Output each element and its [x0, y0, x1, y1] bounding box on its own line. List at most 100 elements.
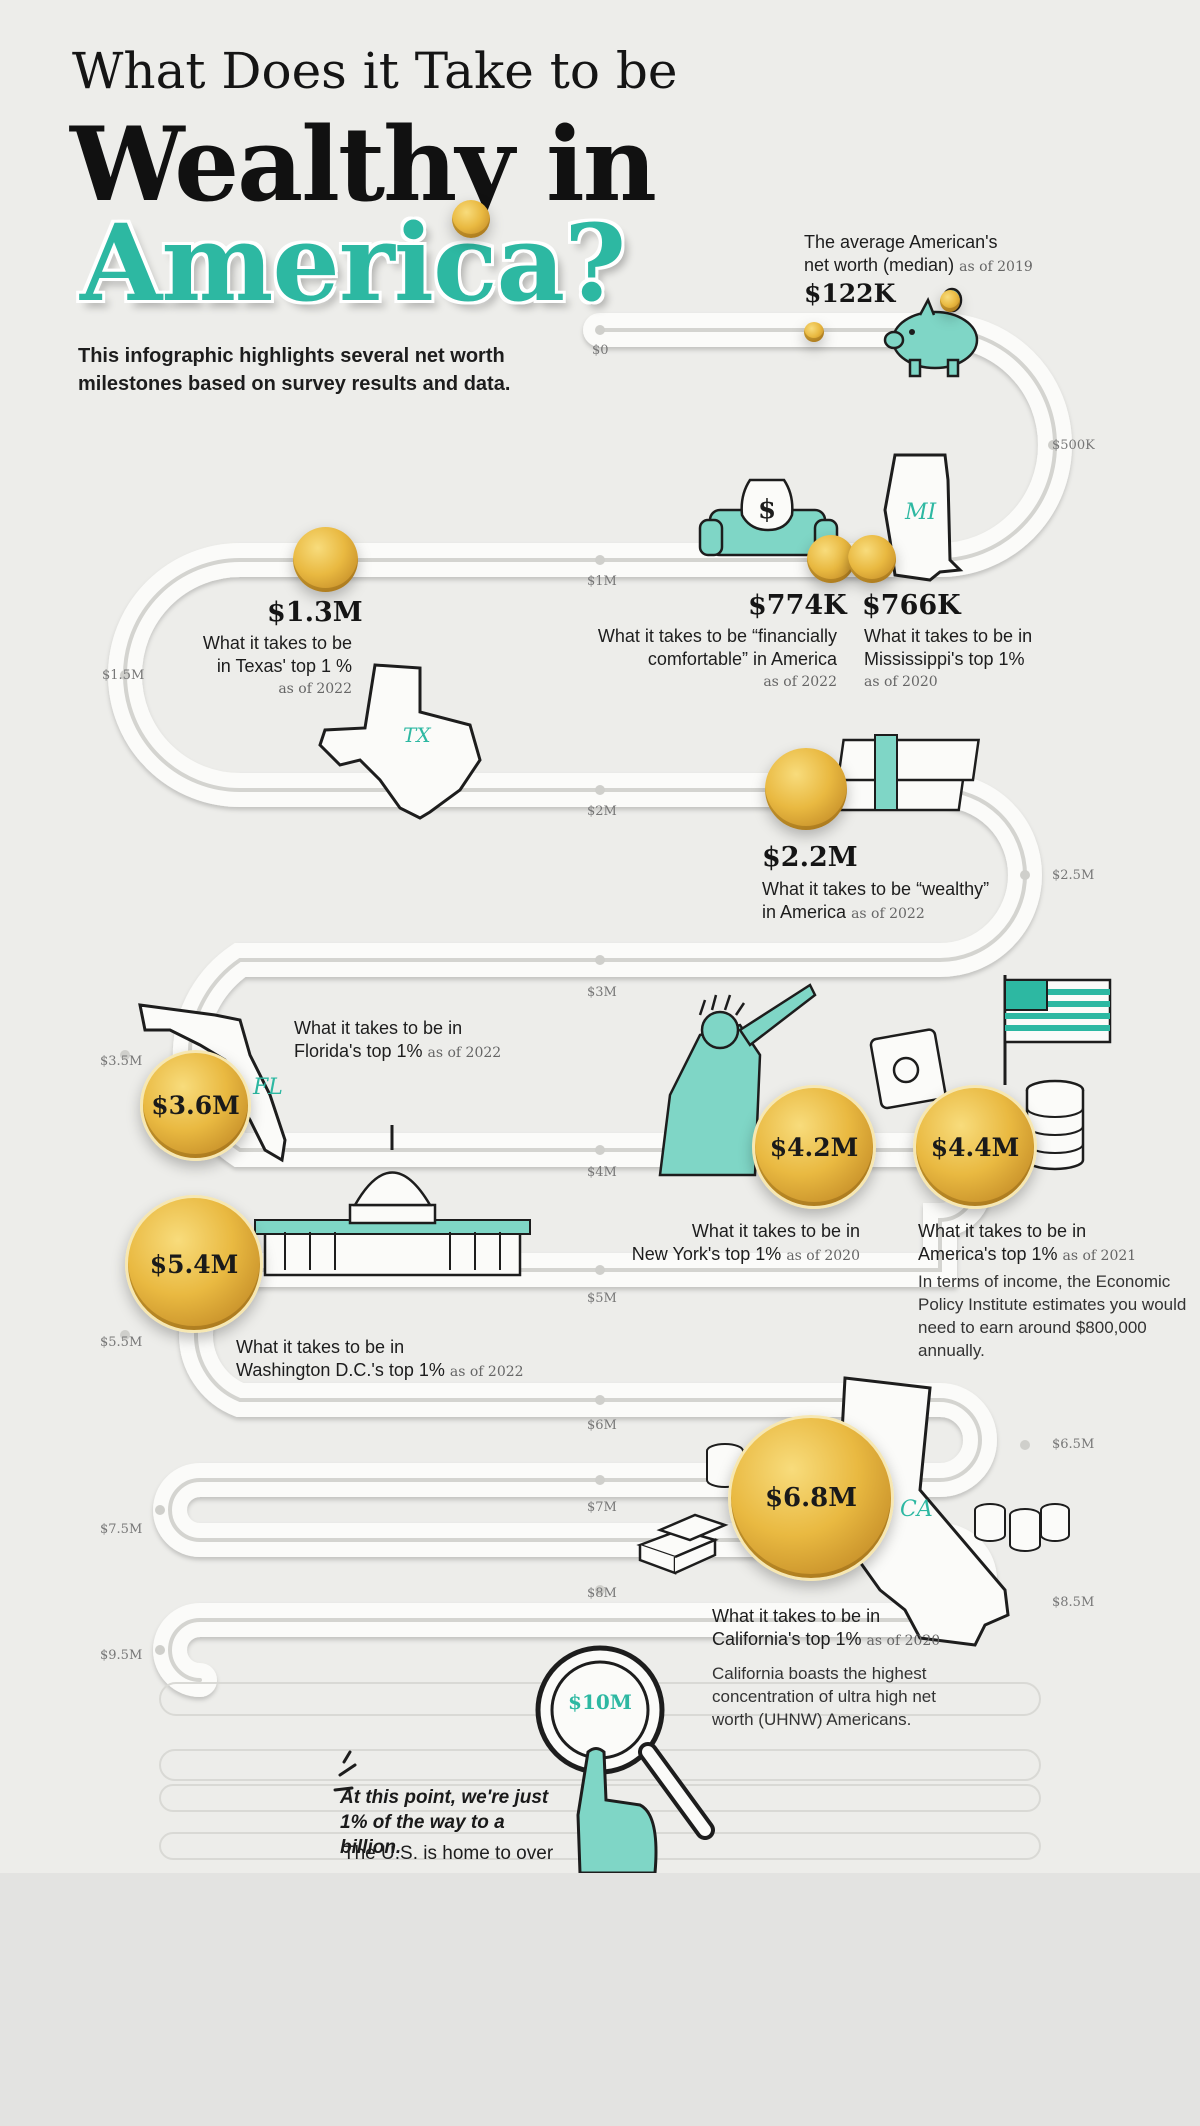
svg-text:$: $ — [758, 495, 776, 525]
milestone-766k-line1: What it takes to be in — [864, 626, 1033, 646]
footer-callout: At this point, we're just 1% of the way … — [340, 1787, 549, 1858]
title-line-3: America? — [80, 200, 626, 325]
cash-stack-icon — [822, 734, 981, 812]
milestone-766k-value: $766K — [862, 590, 961, 621]
coin-1-3m — [293, 527, 358, 592]
tick-label-2-5m: $2.5M — [1052, 868, 1095, 883]
milestone-4-4m-label: What it takes to be in America's top 1% … — [918, 1220, 1188, 1268]
tick-label-8-5m: $8.5M — [1052, 1595, 1095, 1610]
statue-of-liberty-icon — [658, 983, 817, 1177]
milestone-4-4m-note: In terms of income, the Economic Policy … — [918, 1272, 1187, 1360]
milestone-3-6m-asof: as of 2022 — [427, 1045, 502, 1061]
milestone-5-4m-label: What it takes to be in Washington D.C.'s… — [236, 1336, 576, 1384]
milestone-1-3m-value: $1.3M — [267, 597, 363, 628]
state-label-mi: MI — [905, 500, 937, 525]
piggy-bank-icon — [883, 287, 979, 378]
coin-2-2m — [765, 748, 847, 840]
footer-text: The U.S. is home to over — [343, 1843, 554, 1864]
milestone-774k-line1: What it takes to be “financially — [597, 626, 837, 646]
pointing-hand-icon — [576, 1747, 658, 1873]
milestone-4-2m-line2: New York's top 1% — [631, 1244, 782, 1264]
piggy-coin — [940, 290, 960, 312]
milestone-1-3m-asof: as of 2022 — [278, 681, 352, 697]
tick-label-7-5m: $7.5M — [100, 1522, 143, 1537]
milestone-6-8m-asof: as of 2020 — [866, 1633, 941, 1649]
milestone-4-4m-asof: as of 2021 — [1062, 1248, 1137, 1264]
milestone-2-2m-value: $2.2M — [762, 842, 858, 873]
tick-label-5m: $5M — [587, 1291, 617, 1306]
tick-label-1m: $1M — [587, 574, 617, 589]
milestone-2-2m-asof: as of 2022 — [851, 906, 925, 922]
coin-6-8m: $6.8M — [728, 1415, 894, 1588]
milestone-6-8m-note: California boasts the highest concentrat… — [712, 1664, 936, 1729]
milestone-4-2m-label: What it takes to be in New York's top 1%… — [560, 1220, 860, 1268]
milestone-774k-label: What it takes to be “financially comfort… — [555, 625, 837, 694]
capitol-building-icon — [254, 1125, 531, 1277]
milestone-766k-asof: as of 2020 — [864, 674, 938, 690]
milestone-766k-line2: Mississippi's top 1% — [864, 649, 1025, 669]
tick-label-7m: $7M — [587, 1500, 617, 1515]
milestone-2-2m-label: What it takes to be “wealthy” in America… — [762, 878, 1042, 926]
couch-money-bag-icon: $ — [698, 478, 839, 557]
title-line-1: What Does it Take to be — [72, 42, 678, 100]
milestone-122k-asof: as of 2019 — [959, 259, 1033, 275]
milestone-5-4m-line2: Washington D.C.'s top 1% — [236, 1360, 445, 1380]
milestone-774k-asof: as of 2022 — [763, 674, 837, 690]
tick-label-6m: $6M — [587, 1418, 617, 1433]
milestone-6-8m-label: What it takes to be in California's top … — [712, 1605, 1012, 1653]
milestone-4-2m-asof: as of 2020 — [786, 1248, 860, 1264]
milestone-1-3m-label: What it takes to be in Texas' top 1 % as… — [150, 632, 352, 701]
state-label-tx: TX — [403, 723, 431, 747]
milestone-4-2m-line1: What it takes to be in — [691, 1221, 860, 1241]
milestone-774k-line2: comfortable” in America — [647, 649, 837, 669]
milestone-1-3m-line1: What it takes to be — [202, 633, 352, 653]
milestone-3-6m-line1: What it takes to be in — [294, 1018, 463, 1038]
milestone-122k-value: $122K — [804, 279, 896, 308]
intro-text: This infographic highlights several net … — [78, 345, 511, 395]
coin-3-6m: $3.6M — [140, 1050, 251, 1168]
milestone-122k-label: The average American's net worth (median… — [804, 231, 1044, 279]
milestone-1-3m-line2: in Texas' top 1 % — [216, 656, 352, 676]
milestone-766k-label: What it takes to be in Mississippi's top… — [864, 625, 1084, 694]
milestone-5-4m-line1: What it takes to be in — [236, 1337, 405, 1357]
state-label-fl: FL — [253, 1075, 283, 1100]
milestone-122k-line1: The average American's — [804, 232, 998, 252]
tick-label-8m: $8M — [587, 1586, 617, 1601]
tick-label-500k: $500K — [1052, 438, 1095, 453]
us-flag-icon — [1003, 975, 1112, 1085]
milestone-6-8m-line1: What it takes to be in — [712, 1606, 881, 1626]
magnifying-glass-icon — [535, 1645, 715, 1840]
milestone-774k-value: $774K — [748, 590, 847, 621]
state-label-ca: CA — [900, 1497, 933, 1522]
coin-stack-icon — [1025, 1079, 1085, 1171]
gold-bars-icon — [636, 1513, 729, 1575]
title-coin — [452, 200, 490, 238]
tick-label-3m: $3M — [587, 985, 617, 1000]
coin-4-2m: $4.2M — [752, 1085, 876, 1216]
mississippi-state-shape — [883, 453, 964, 582]
milestone-4-4m-line2: America's top 1% — [918, 1244, 1058, 1264]
milestone-6-8m-line2: California's top 1% — [712, 1629, 862, 1649]
coin-774k — [807, 535, 855, 583]
tick-label-9-5m: $9.5M — [100, 1648, 143, 1663]
milestone-4-4m-line1: What it takes to be in — [918, 1221, 1087, 1241]
milestone-122k-line2: net worth (median) — [804, 255, 955, 275]
milestone-3-6m-label: What it takes to be in Florida's top 1% … — [294, 1017, 594, 1065]
coin-5-4m: $5.4M — [125, 1195, 263, 1340]
tick-label-3-5m: $3.5M — [100, 1054, 143, 1069]
milestone-10m-value: $10M — [568, 1690, 632, 1714]
texas-state-shape — [318, 663, 482, 820]
milestone-3-6m-line2: Florida's top 1% — [294, 1041, 423, 1061]
burst-marks-icon — [333, 1750, 357, 1792]
milestone-5-4m-asof: as of 2022 — [449, 1364, 524, 1380]
tick-label-4m: $4M — [587, 1165, 617, 1180]
timeline-track: $ — [108, 287, 1112, 1873]
florida-state-shape — [138, 1003, 287, 1163]
tick-label-0: $0 — [592, 343, 609, 358]
safe-icon — [869, 1028, 947, 1110]
coin-4-4m: $4.4M — [913, 1085, 1037, 1216]
tick-label-5-5m: $5.5M — [100, 1335, 143, 1350]
empty-background-area — [0, 1873, 1200, 2126]
infographic-canvas: $ — [70, 42, 1188, 1873]
milestone-2-2m-line1: What it takes to be “wealthy” — [762, 879, 990, 899]
